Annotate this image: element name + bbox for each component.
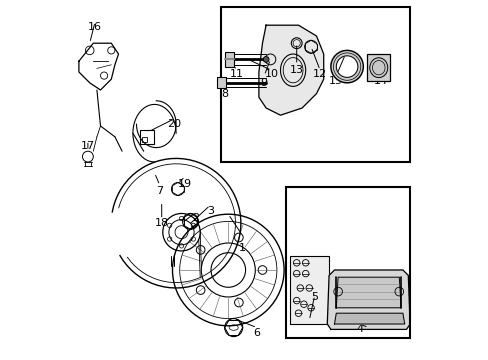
Text: 13: 13 [289,65,303,75]
Text: 8: 8 [221,89,228,99]
Bar [366,54,389,81]
Circle shape [263,57,268,62]
Text: 1: 1 [239,243,245,253]
Text: 17: 17 [81,141,95,151]
Bar [285,187,409,338]
Polygon shape [258,25,323,115]
Text: 9: 9 [260,78,267,88]
Text: 16: 16 [88,22,102,32]
Bar [142,137,147,142]
Polygon shape [336,277,400,308]
Bar [289,256,328,324]
Text: 10: 10 [264,69,278,79]
Polygon shape [334,313,404,324]
Text: 11: 11 [230,69,244,79]
Text: 4: 4 [355,324,363,334]
Text: 7: 7 [156,186,163,196]
Text: 5: 5 [310,292,318,302]
Text: 12: 12 [312,69,326,79]
Text: 19: 19 [178,179,192,189]
Text: 2: 2 [192,213,199,223]
Text: 20: 20 [167,119,181,129]
Text: 14: 14 [373,76,387,86]
Polygon shape [326,270,409,329]
Bar [224,52,233,67]
Text: 15: 15 [328,76,343,86]
Ellipse shape [369,58,387,77]
Bar [217,77,226,88]
Text: 3: 3 [206,206,213,216]
Text: 18: 18 [154,218,168,228]
Bar [140,130,154,144]
Bar [221,7,409,162]
Text: 6: 6 [253,328,260,338]
